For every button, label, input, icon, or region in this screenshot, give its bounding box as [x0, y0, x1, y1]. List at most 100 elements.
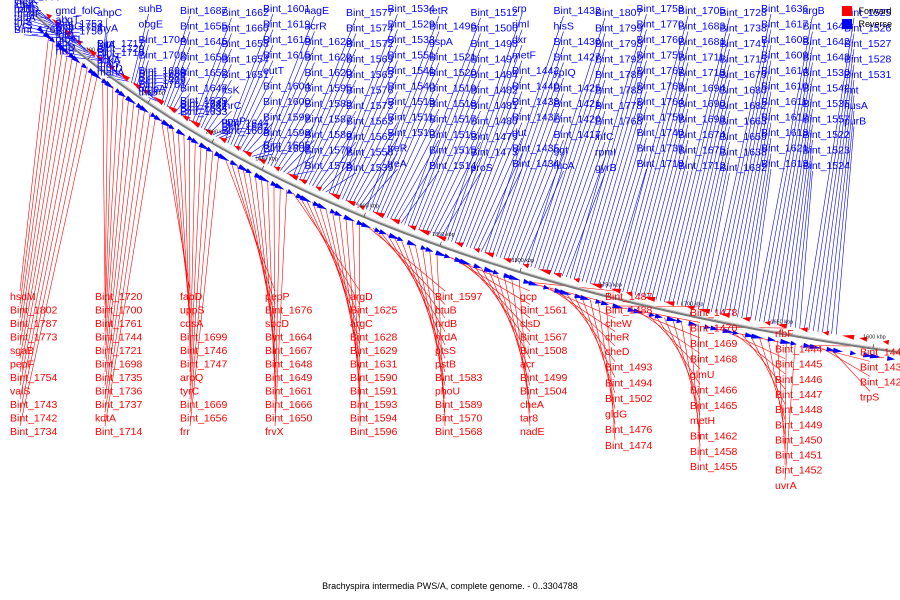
- reverse-gene-arrow: [780, 338, 793, 344]
- reverse-gene-label: Bint_1614: [761, 65, 808, 77]
- reverse-gene-label: Bint_1768: [595, 116, 642, 128]
- reverse-gene-arrow: [114, 88, 121, 94]
- reverse-leader-line: [393, 139, 440, 221]
- forward-gene-label: Bint_1591: [350, 386, 397, 398]
- reverse-gene-label: Bint_1427: [554, 52, 601, 64]
- reverse-gene-label: Bint_1588: [305, 98, 352, 110]
- forward-gene-arrow: [799, 327, 809, 333]
- reverse-gene-label: yngK: [14, 0, 38, 8]
- forward-gene-label: Bint_1458: [690, 446, 737, 458]
- reverse-gene-label: pryH: [97, 51, 119, 63]
- reverse-gene-label: gspA: [429, 36, 453, 48]
- reverse-gene-arrow: [168, 123, 175, 130]
- forward-leader-line: [495, 272, 531, 386]
- forward-gene-label: Bint_1631: [350, 359, 397, 371]
- reverse-gene-arrow: [36, 26, 45, 34]
- reverse-leader-line: [569, 13, 647, 279]
- reverse-gene-label: dut: [512, 127, 527, 139]
- reverse-gene-label: Bint_1632: [720, 162, 767, 174]
- reverse-leader-line: [141, 75, 149, 91]
- reverse-leader-line: [647, 139, 689, 298]
- forward-gene-arrow: [372, 211, 385, 219]
- reverse-leader-line: [23, 18, 64, 32]
- reverse-gene-label: Bint_1799: [595, 23, 642, 35]
- reverse-gene-label: thyA: [97, 23, 118, 35]
- reverse-leader-line: [192, 17, 232, 123]
- reverse-leader-line: [261, 31, 315, 162]
- reverse-gene-label: Bint_1636: [761, 3, 808, 15]
- reverse-gene-label: Bint_1604: [263, 81, 310, 93]
- reverse-leader-line: [322, 157, 357, 191]
- reverse-gene-label: Bint_1645: [180, 36, 227, 48]
- reverse-leader-line: [23, 22, 66, 34]
- reverse-gene-arrow: [286, 188, 294, 194]
- forward-gene-arrow: [345, 200, 357, 207]
- reverse-leader-line: [418, 79, 481, 231]
- ruler-tick: [87, 55, 91, 60]
- ruler-tick: [872, 344, 874, 349]
- reverse-gene-label: Bint_1577: [346, 7, 393, 19]
- reverse-gene-arrow: [71, 55, 81, 64]
- ruler-tick-label: 1700 kbp: [681, 302, 704, 308]
- forward-gene-arrow: [181, 114, 190, 122]
- reverse-gene-arrow: [161, 119, 173, 129]
- reverse-leader-line: [23, 26, 68, 36]
- reverse-gene-label: Bint_1482: [471, 85, 518, 97]
- forward-leader-line: [104, 101, 135, 373]
- reverse-gene-arrow: [473, 263, 482, 269]
- reverse-gene-label: purB: [844, 116, 866, 128]
- forward-gene-label: cheA: [520, 399, 544, 411]
- reverse-gene-label: Bint_1440: [512, 81, 559, 93]
- ruler-tick: [689, 311, 692, 316]
- reverse-leader-line: [507, 108, 564, 261]
- reverse-gene-label: Bint_1525: [844, 7, 891, 19]
- reverse-leader-line: [338, 60, 398, 199]
- reverse-gene-label: Bint_1683: [678, 21, 725, 33]
- reverse-gene-label: Bint_1637: [180, 99, 227, 111]
- reverse-gene-arrow: [559, 289, 572, 295]
- reverse-leader-line: [280, 124, 315, 171]
- reverse-leader-line: [503, 93, 564, 259]
- reverse-gene-label: Bint_1551: [388, 50, 435, 62]
- ruler-tick: [607, 292, 610, 297]
- reverse-gene-arrow: [492, 269, 500, 275]
- reverse-gene-label: Bint_1527: [844, 38, 891, 50]
- forward-gene-label: Bint_1589: [435, 399, 482, 411]
- forward-leader-line: [189, 147, 208, 400]
- forward-gene-label: cdsA: [180, 318, 203, 330]
- reverse-leader-line: [397, 155, 440, 223]
- reverse-leader-line: [379, 77, 440, 216]
- forward-gene-label: gldG: [605, 409, 627, 421]
- reverse-gene-label: Bint_1682: [720, 100, 767, 112]
- forward-leader-line: [458, 259, 531, 319]
- reverse-gene-label: wcaG: [55, 21, 83, 33]
- forward-leader-line: [104, 93, 124, 346]
- reverse-gene-label: groEL: [56, 34, 84, 46]
- reverse-leader-line: [139, 60, 149, 89]
- reverse-leader-line: [236, 75, 274, 149]
- genome-backbone-arc: [18, 0, 900, 354]
- reverse-leader-line: [160, 15, 191, 104]
- reverse-gene-label: metF: [512, 50, 536, 62]
- forward-gene-label: Bint_1667: [265, 345, 312, 357]
- reverse-gene-label: Bint_1541: [388, 65, 435, 77]
- reverse-gene-label: Bint_1715: [720, 54, 767, 66]
- forward-gene-arrow: [167, 105, 178, 114]
- reverse-leader-line: [655, 170, 689, 300]
- reverse-gene-label: Bint_1688: [139, 67, 186, 79]
- reverse-leader-line: [131, 13, 149, 84]
- forward-leader-line: [784, 343, 796, 480]
- forward-gene-arrow: [118, 72, 130, 82]
- reverse-gene-label: Bint_1434: [512, 158, 559, 170]
- reverse-gene-label: proS: [471, 162, 493, 174]
- reverse-leader-line: [680, 95, 730, 306]
- forward-gene-label: ptsS: [435, 345, 456, 357]
- reverse-gene-arrow: [508, 274, 521, 281]
- reverse-gene-label: Bint_1572: [346, 38, 393, 50]
- reverse-gene-label: rfbC: [56, 38, 76, 50]
- reverse-gene-label: tetR: [429, 5, 449, 17]
- reverse-leader-line: [589, 91, 647, 284]
- reverse-gene-label: Bint_1789: [595, 69, 642, 81]
- reverse-gene-label: Bint_1686: [139, 71, 186, 83]
- forward-gene-label: valS: [10, 386, 30, 398]
